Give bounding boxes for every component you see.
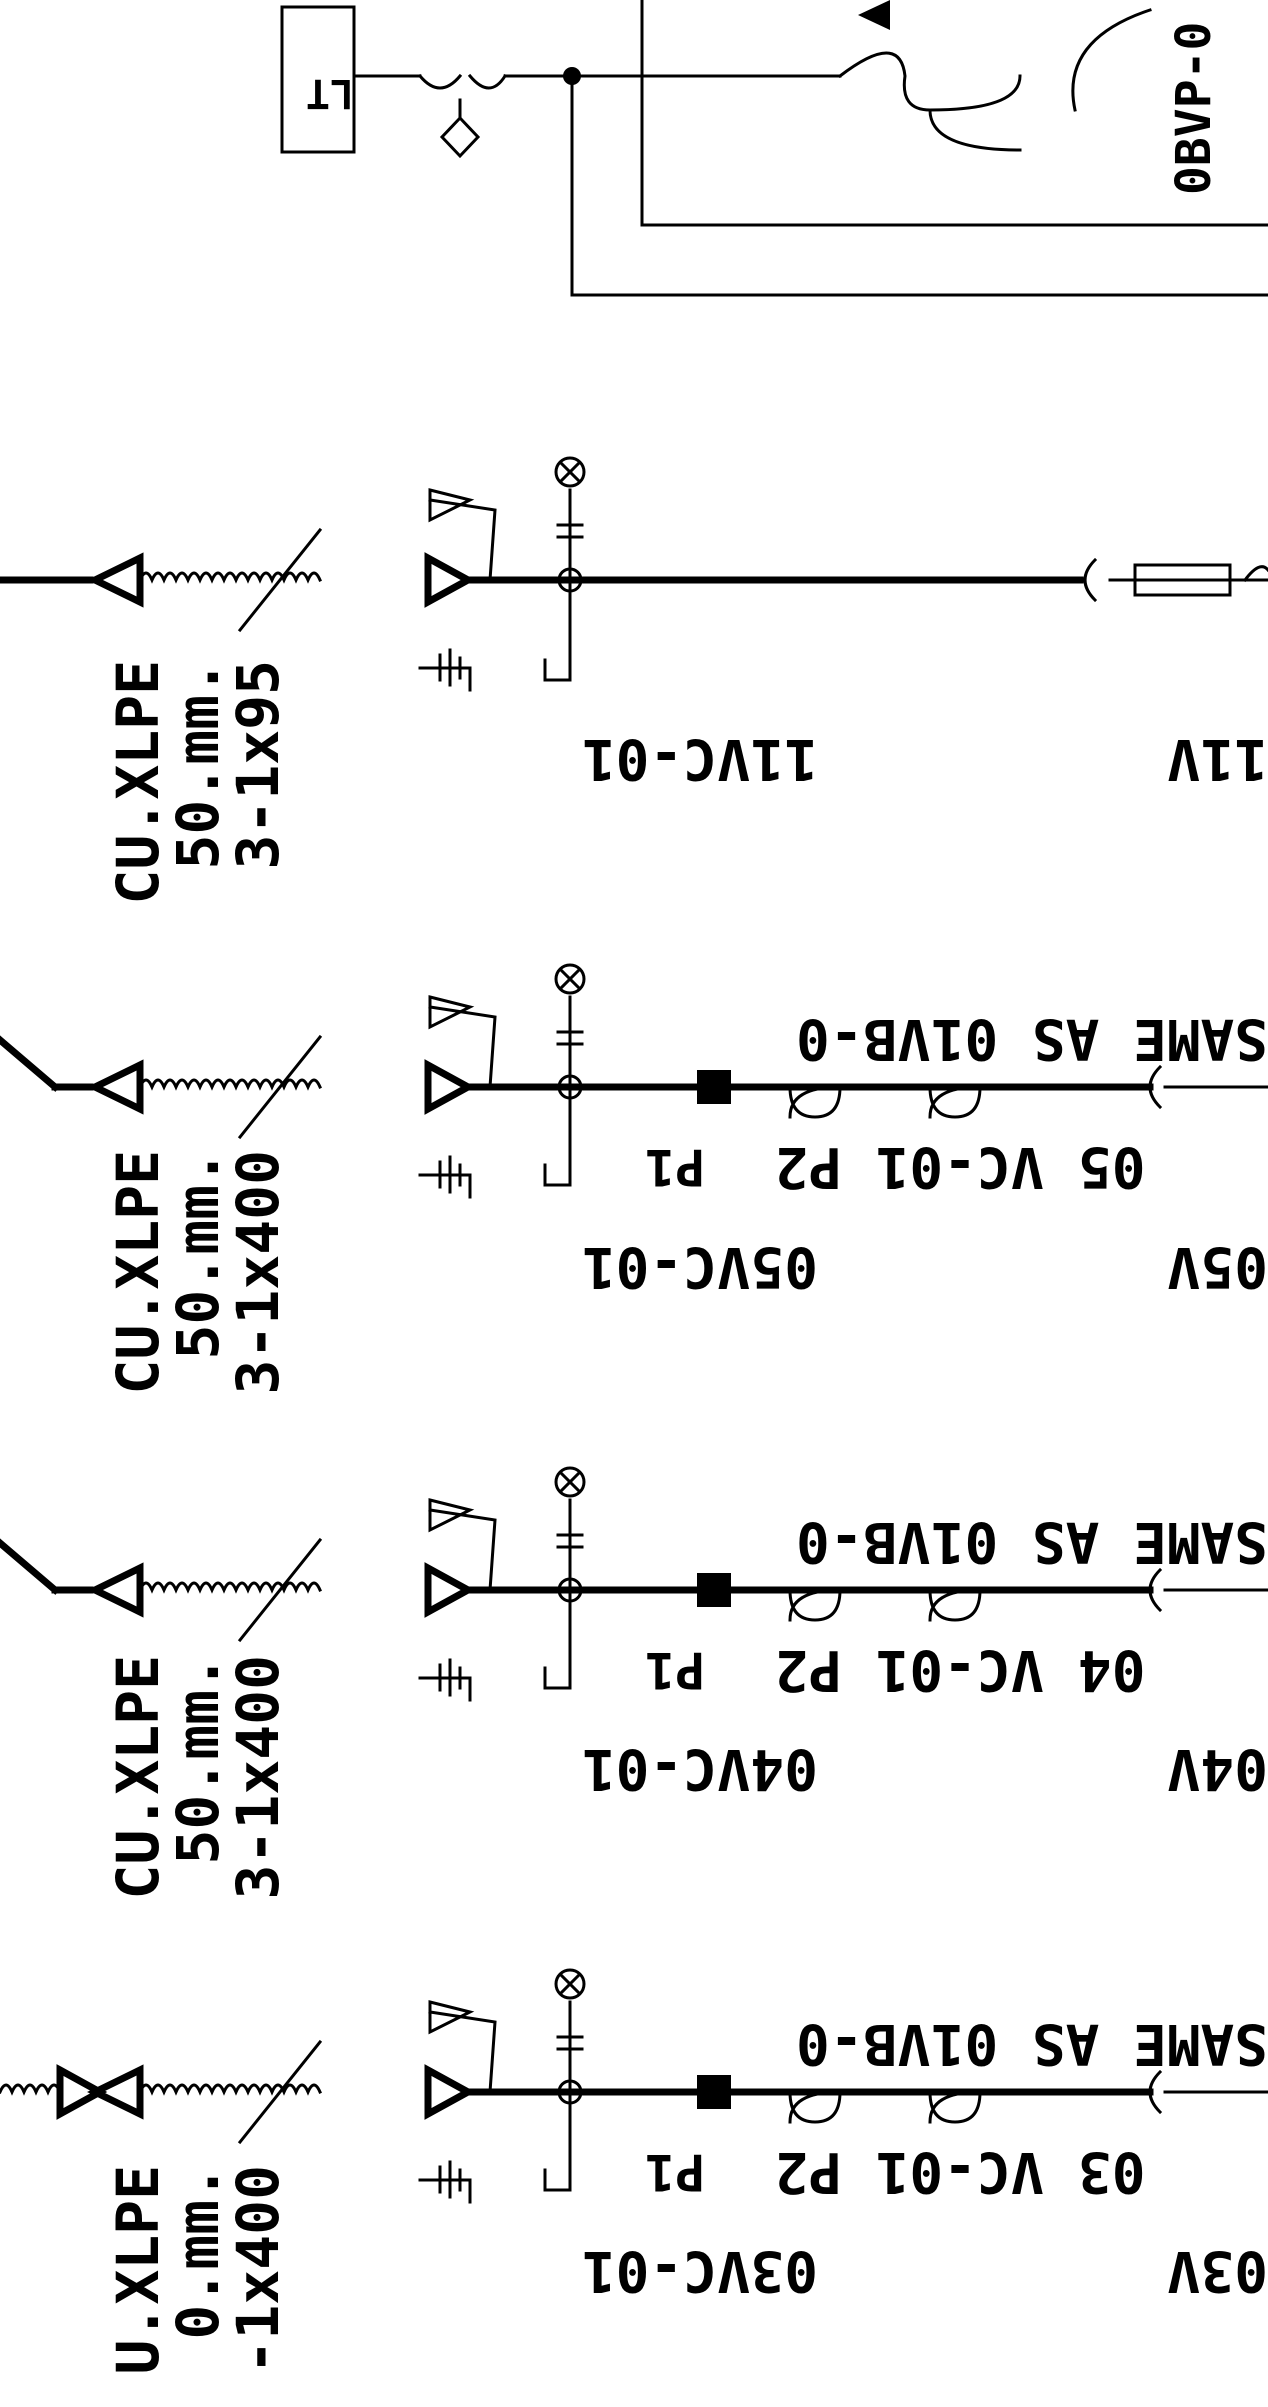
- diamond-symbol: [439, 115, 481, 159]
- feeder-row-04vc: 04VC-01 P1 04 VC-01 P2 SAME AS 01VB-0 04…: [0, 1466, 1268, 1801]
- feeder-right-label: 04V: [1167, 1736, 1268, 1801]
- cable-run: [138, 571, 322, 584]
- cable-termination-right: [424, 552, 476, 608]
- cable-joint: [56, 2064, 108, 2120]
- feeder-id-label: 11VC-01: [582, 726, 818, 791]
- breaker-symbol: [697, 2075, 731, 2109]
- cable-spec-row4-line2: 0.mm.: [164, 2165, 232, 2340]
- cable-termination-left: [87, 552, 144, 608]
- feeder-right-label: 03V: [1167, 2238, 1268, 2303]
- top-vertical-label: 0BVP-0: [1166, 22, 1222, 195]
- feeder-id-label: 04VC-01: [582, 1736, 818, 1801]
- cable-spec-row2-line1: CU.XLPE: [104, 1150, 172, 1394]
- breaker-symbol: [697, 1070, 731, 1104]
- breaker-symbol: [697, 1573, 731, 1607]
- feeder-row-11vc: 11VC-01 11V: [0, 456, 1268, 791]
- top-section: LT 0BVP-0: [280, 0, 1268, 297]
- lamp-icon: [554, 456, 586, 488]
- cable-spec-row1-line1: CU.XLPE: [104, 660, 172, 904]
- p1-label: P1: [645, 1641, 705, 1699]
- feeder-id-label: 03VC-01: [582, 2238, 818, 2303]
- feeder-right-label: 05V: [1167, 1234, 1268, 1299]
- cable-spec-row3-line2: 50.mm.: [164, 1655, 232, 1865]
- cable-spec-row2-line3: 3-1x400: [224, 1150, 292, 1394]
- transformer-coil: [837, 51, 1022, 152]
- lt-box-label: LT: [306, 70, 354, 116]
- protection-label: 03 VC-01 P2: [775, 2139, 1146, 2204]
- same-as-label: SAME AS 01VB-0: [796, 1509, 1268, 1574]
- cable-spec-row3-line1: CU.XLPE: [104, 1655, 172, 1899]
- same-as-label: SAME AS 01VB-0: [796, 1006, 1268, 1071]
- p1-label: P1: [645, 2143, 705, 2201]
- p1-label: P1: [645, 1138, 705, 1196]
- cable-spec-row4-line3: -1x400: [224, 2165, 292, 2375]
- cable-spec-labels: CU.XLPE 50.mm. 3-1x95 CU.XLPE 50.mm. 3-1…: [104, 660, 292, 2375]
- feeder-right-label: 11V: [1167, 726, 1268, 791]
- cable-spec-row1-line2: 50.mm.: [164, 660, 232, 870]
- protection-label: 04 VC-01 P2: [775, 1637, 1146, 1702]
- cable-spec-row4-line1: U.XLPE: [104, 2165, 172, 2375]
- cable-spec-row1-line3: 3-1x95: [224, 660, 292, 870]
- cable-spec-row3-line3: 3-1x400: [224, 1655, 292, 1899]
- protection-label: 05 VC-01 P2: [775, 1134, 1146, 1199]
- feeder-row-05vc: 05VC-01 P1 05 VC-01 P2 SAME AS 01VB-0 05…: [0, 963, 1268, 1299]
- lt-box: [280, 5, 356, 154]
- fuse-arc: [1083, 557, 1098, 603]
- feeder-row-03vc: 03VC-01 P1 03 VC-01 P2 SAME AS 01VB-0 03…: [0, 1968, 1268, 2303]
- cable-spec-row2-line2: 50.mm.: [164, 1150, 232, 1360]
- same-as-label: SAME AS 01VB-0: [796, 2011, 1268, 2076]
- feeder-id-label: 05VC-01: [582, 1234, 818, 1299]
- arrow-head: [858, 0, 890, 30]
- earth-symbol: [418, 648, 472, 692]
